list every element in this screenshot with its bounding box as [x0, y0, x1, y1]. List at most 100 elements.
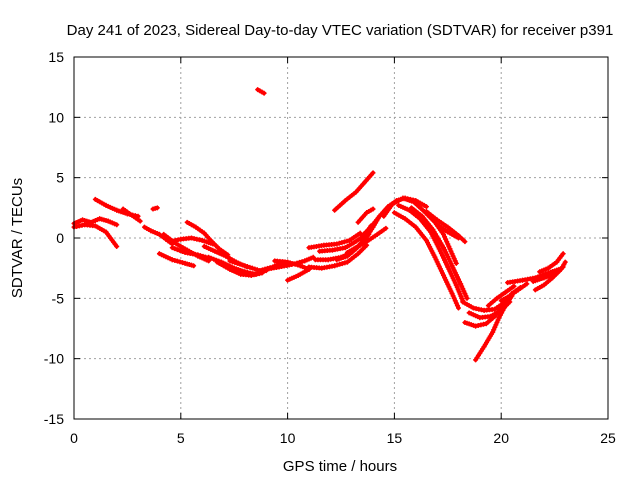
data-point [370, 206, 376, 212]
grid [74, 57, 608, 419]
y-tick-label: -5 [52, 290, 65, 306]
series-arc-20 [306, 242, 370, 271]
data-point [114, 222, 120, 228]
data-point [197, 253, 203, 259]
data-point [237, 261, 243, 267]
series-arc-2 [71, 222, 120, 249]
series-arc-1 [71, 216, 120, 228]
series-arc-27 [355, 206, 376, 225]
data-point [511, 283, 517, 289]
data-point [339, 261, 345, 267]
y-tick-label: 0 [56, 230, 64, 246]
data-point [232, 260, 238, 266]
series-arc-8 [156, 251, 197, 269]
x-tick-label: 10 [280, 430, 296, 446]
data-point [290, 261, 296, 267]
data-point [339, 240, 345, 246]
data-point [341, 239, 347, 245]
data-point [249, 265, 255, 271]
data-point [208, 255, 214, 261]
y-tick-label: -10 [44, 351, 64, 367]
series-arc-25 [344, 225, 389, 255]
data-point [560, 264, 566, 270]
data-point [455, 305, 461, 311]
data-point [423, 204, 429, 210]
x-tick-label: 5 [177, 430, 185, 446]
data-point [211, 256, 217, 262]
series-arc-34 [434, 222, 461, 241]
data-point [370, 170, 376, 176]
data-point [244, 264, 250, 270]
data-point [191, 263, 197, 269]
data-point [239, 262, 245, 268]
data-point [169, 257, 175, 263]
series-arc-11 [184, 219, 231, 258]
series-arc-19 [285, 266, 312, 283]
y-tick-label: 15 [48, 49, 64, 65]
x-tick-label: 0 [70, 430, 78, 446]
series-arc-31 [396, 202, 466, 304]
ticks: 0 5 10 15 20 25 15 10 5 0 -5 -10 -15 [44, 49, 616, 446]
data-point [464, 295, 470, 301]
data-point [562, 259, 568, 265]
series-arc-29 [381, 195, 459, 266]
data-point [257, 268, 263, 274]
data-point [154, 205, 160, 211]
data-point [227, 258, 233, 264]
data-point [334, 262, 340, 268]
data-point [285, 259, 291, 265]
data-point [242, 263, 248, 269]
y-tick-label: 10 [48, 109, 64, 125]
data-point [336, 240, 342, 246]
series-arc-40 [498, 281, 530, 304]
series-arc-9 [169, 245, 214, 262]
data-point [169, 245, 175, 251]
data-point [206, 254, 212, 260]
data-point [524, 281, 530, 287]
data-point [174, 247, 180, 253]
data-point [383, 225, 389, 231]
series-arc-38 [473, 293, 515, 363]
data-point [234, 260, 240, 266]
series-arc-10 [167, 235, 216, 247]
series-arc-39 [485, 283, 517, 309]
data-point [172, 246, 178, 252]
series-arc-30 [391, 210, 461, 311]
data-point [229, 259, 235, 265]
series-arc-14 [214, 259, 265, 278]
chart-title: Day 241 of 2023, Sidereal Day-to-day VTE… [67, 22, 614, 39]
data-point [137, 218, 143, 224]
data-point [177, 248, 183, 254]
data-point [195, 252, 201, 258]
data-point [455, 235, 461, 241]
data-point [254, 267, 260, 273]
data-point [462, 239, 468, 245]
data-point [560, 251, 566, 257]
data-point [453, 260, 459, 266]
y-tick-label: -15 [44, 411, 64, 427]
data-point [332, 263, 338, 269]
series-arc-35 [460, 299, 506, 313]
data-point [261, 90, 267, 96]
data-point [177, 259, 183, 265]
data-point [200, 253, 206, 259]
data-point [337, 261, 343, 267]
x-axis-title: GPS time / hours [283, 458, 397, 475]
series-arc-16 [255, 87, 267, 96]
y-axis-title: SDTVAR / TECUs [9, 178, 26, 298]
x-tick-label: 25 [600, 430, 616, 446]
data-point [299, 259, 305, 265]
x-tick-label: 20 [493, 430, 509, 446]
data-layer [71, 87, 568, 363]
data-point [180, 260, 186, 266]
series-arc-5 [150, 205, 160, 212]
data-point [174, 258, 180, 264]
data-point [172, 257, 178, 263]
series-arc-44 [530, 264, 566, 284]
data-point [344, 238, 350, 244]
data-point [247, 264, 253, 270]
data-point [334, 241, 340, 247]
data-point [180, 249, 186, 255]
